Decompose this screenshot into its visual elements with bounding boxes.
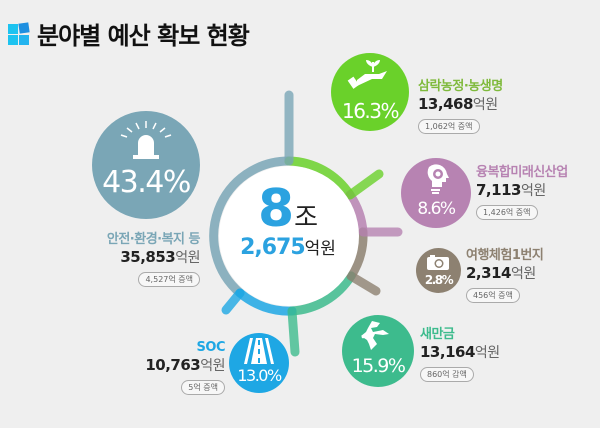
change-badge: 1,426억 증액 [476,205,538,220]
road-icon [244,338,274,364]
bubble-farm: 16.3% [331,53,409,131]
bubble-tourism: 2.8% [416,248,461,293]
header: 분야별 예산 확보 현황 [8,16,250,51]
bubble-industry: 8.6% [401,158,471,228]
sprout-hand-icon [347,60,387,89]
siren-icon [120,121,172,159]
saemangeum-map-icon [361,321,389,350]
change-badge: 1,062억 증액 [418,119,480,134]
total-budget: 8조 2,675억원 [240,179,336,260]
bubble-soc: 13.0% [229,333,289,393]
label-industry: 융복합미래신산업 7,113억원 1,426억 증액 [476,165,568,220]
bubble-saemangeum: 15.9% [342,315,414,387]
lightbulb-head-icon [427,164,449,194]
change-badge: 456억 증액 [466,288,520,303]
camera-icon [427,255,449,270]
label-safety: 안전·환경·복지 등 35,853억원 4,527억 증액 [70,232,201,287]
windows-tile-icon [8,21,30,45]
label-farm: 삼락농정·농생명 13,468억원 1,062억 증액 [418,79,503,134]
change-badge: 4,527억 증액 [138,272,200,287]
page-title: 분야별 예산 확보 현황 [37,22,250,50]
label-tourism: 여행체험1번지 2,314억원 456억 증액 [466,248,544,303]
label-saemangeum: 새만금 13,164억원 860억 감액 [420,327,500,382]
bubble-safety: 43.4% [92,111,200,219]
change-badge: 860억 감액 [420,367,474,382]
change-badge: 5억 증액 [181,380,225,395]
label-soc: SOC 10,763억원 5억 증액 [140,340,226,395]
